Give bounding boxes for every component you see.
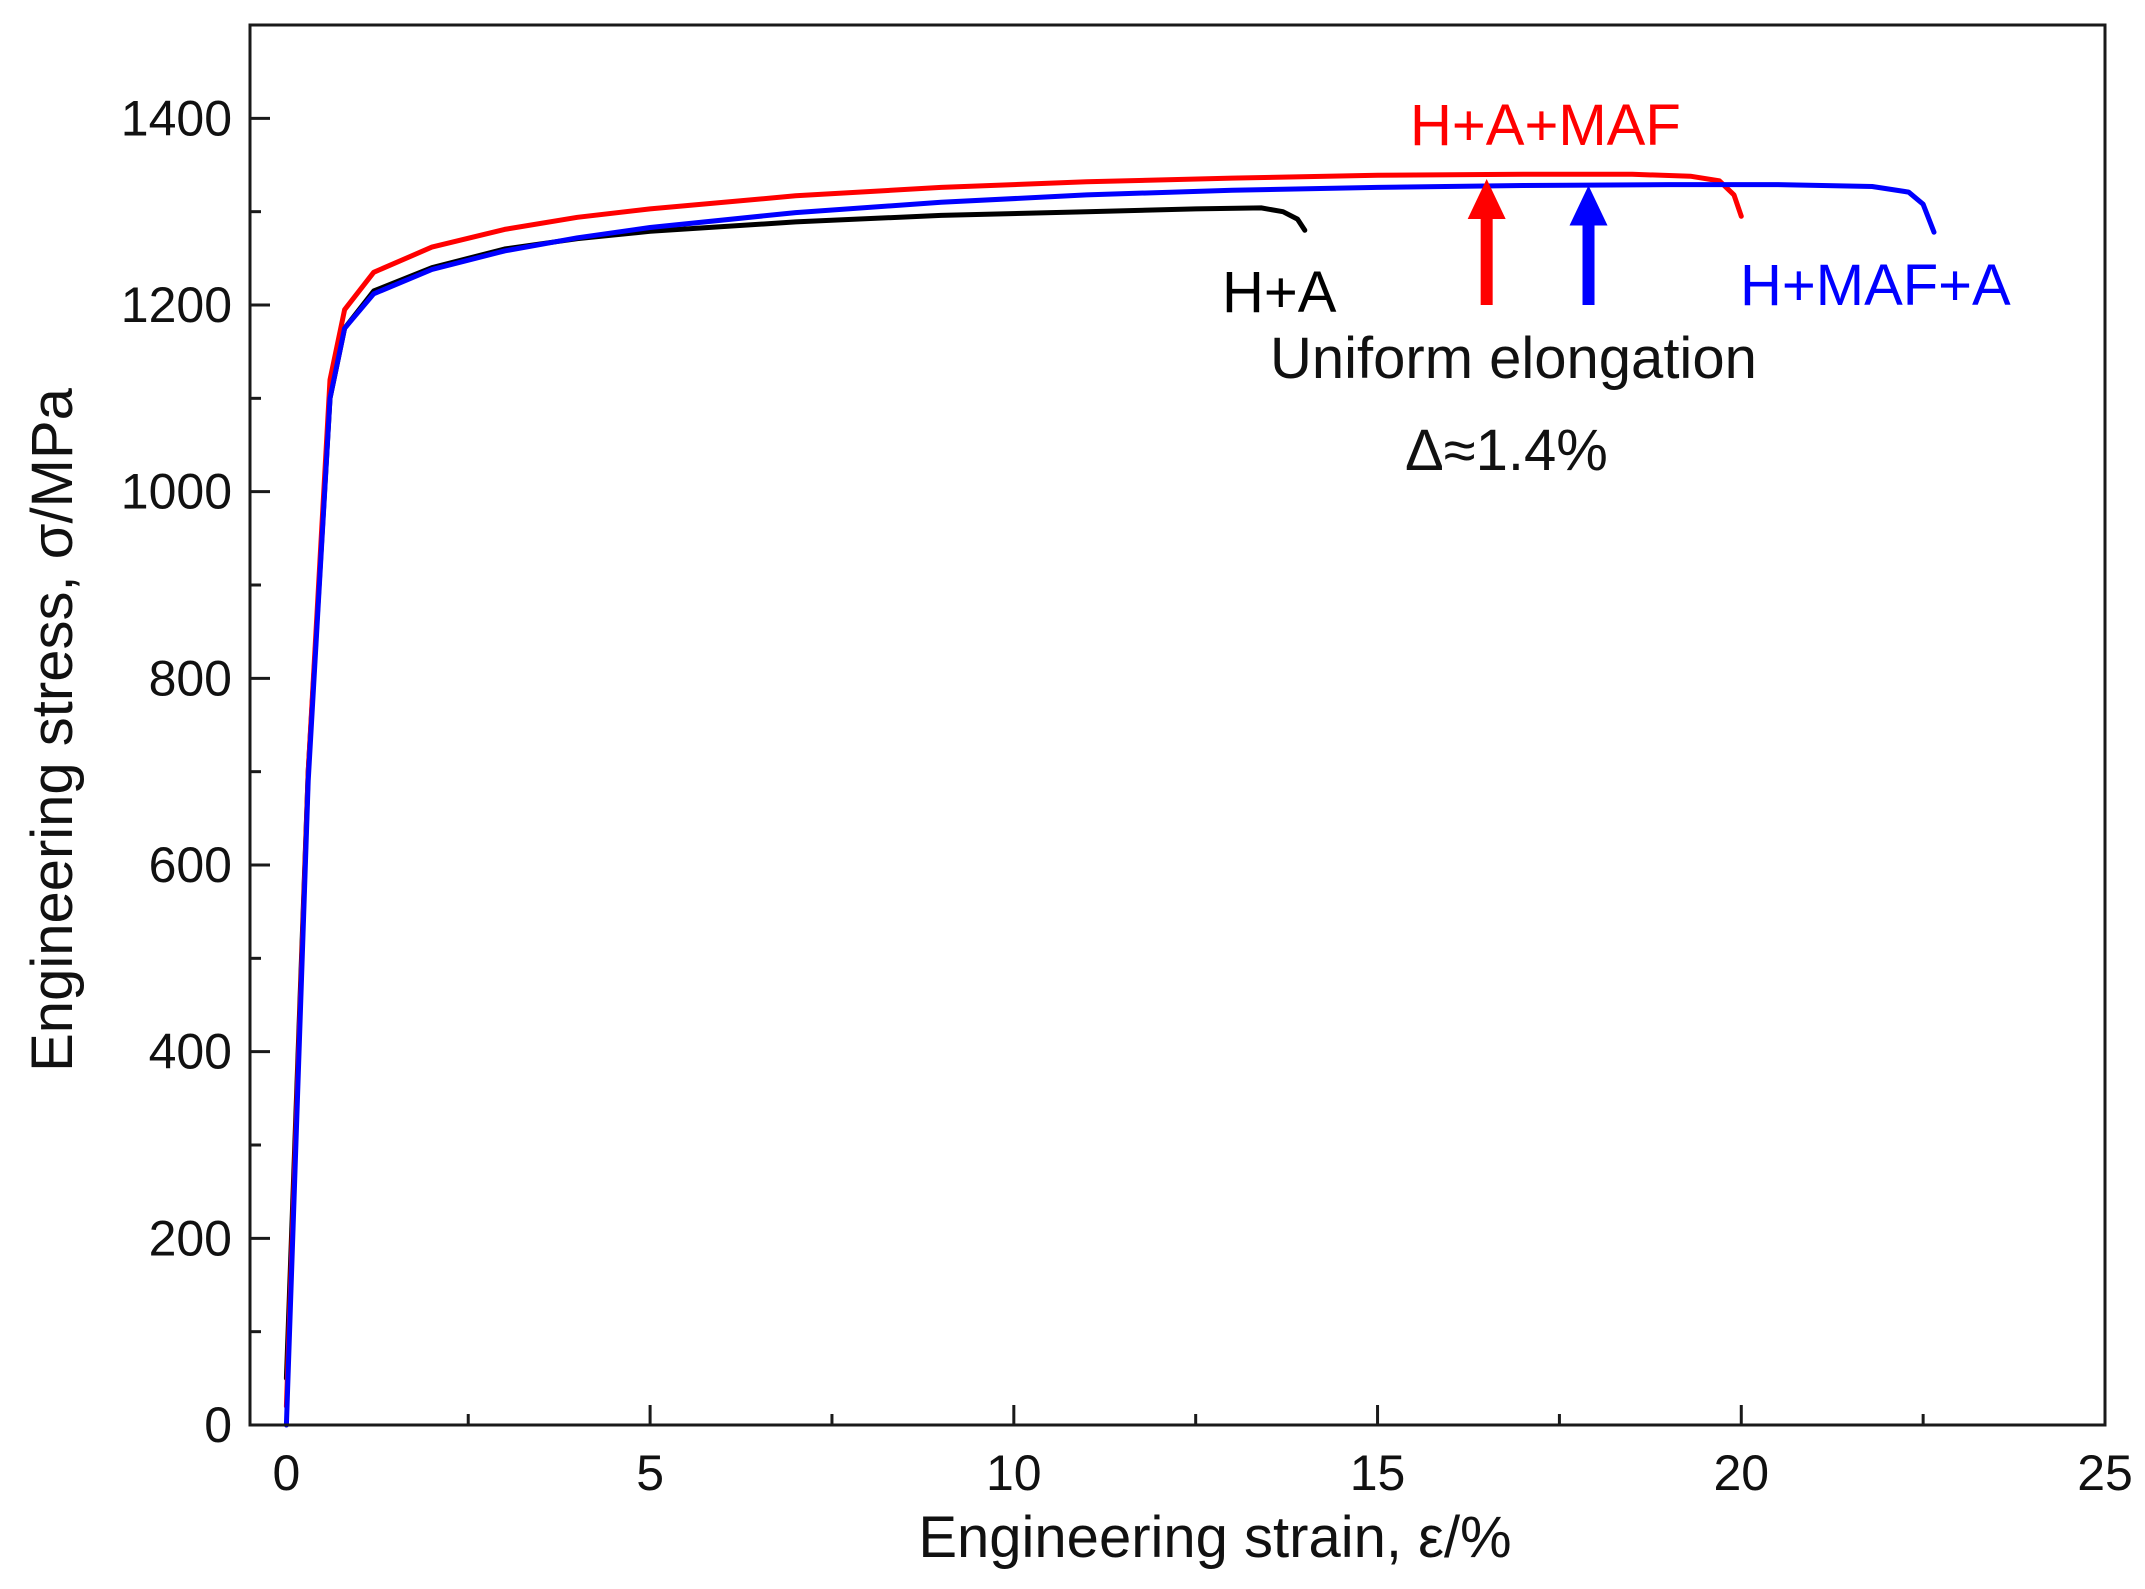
series-label-h-a-maf: H+A+MAF	[1410, 93, 1681, 158]
x-tick-label: 0	[272, 1445, 300, 1501]
x-tick-label: 10	[986, 1445, 1042, 1501]
x-tick-label: 25	[2077, 1445, 2133, 1501]
series-line-h-maf-a	[283, 182, 1937, 1428]
delta-label: Δ≈1.4%	[1405, 418, 1608, 483]
series-line-h-a-maf	[283, 171, 1744, 1409]
series-label-h-a: H+A	[1222, 260, 1337, 325]
y-tick-label: 200	[149, 1210, 232, 1266]
x-tick-label: 20	[1713, 1445, 1769, 1501]
y-tick-label: 0	[204, 1397, 232, 1453]
series-layer	[283, 171, 1937, 1428]
y-axis-title: Engineering stress, σ/MPa	[20, 387, 85, 1072]
arrow-layer	[1467, 179, 1608, 305]
y-tick-label: 1000	[121, 464, 232, 520]
ticks-layer: 0 5 10 15 20 25 0 200 400 600 800 1000 1200 1400	[121, 90, 2133, 1501]
y-tick-label: 400	[149, 1024, 232, 1080]
x-tick-label: 5	[636, 1445, 664, 1501]
x-tick-label: 15	[1350, 1445, 1406, 1501]
series-line-h-a	[283, 205, 1308, 1381]
arrow-head	[1467, 179, 1506, 219]
y-tick-label: 800	[149, 650, 232, 706]
arrow-head	[1569, 185, 1608, 226]
plot-frame	[248, 23, 2107, 1427]
series-label-h-maf-a: H+MAF+A	[1740, 253, 2011, 318]
y-tick-label: 1400	[121, 90, 232, 146]
uniform-elongation-label: Uniform elongation	[1270, 326, 1757, 391]
y-tick-label: 1200	[121, 277, 232, 333]
x-axis-title: Engineering strain, ε/%	[918, 1505, 1511, 1570]
y-tick-label: 600	[149, 837, 232, 893]
